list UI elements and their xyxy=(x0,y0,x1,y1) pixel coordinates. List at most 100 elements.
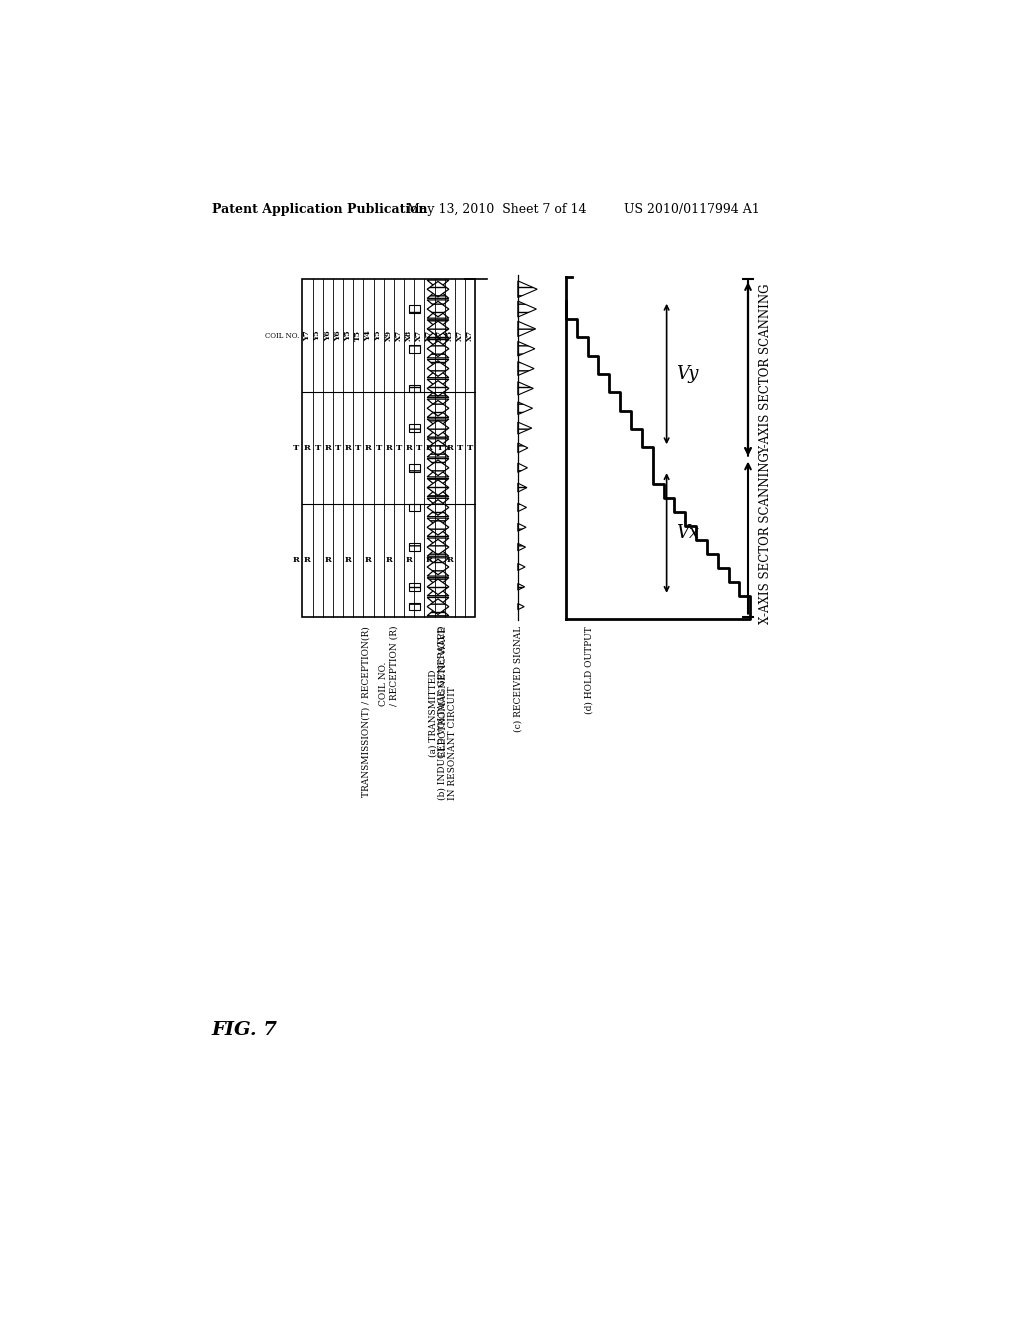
Polygon shape xyxy=(427,289,449,298)
Polygon shape xyxy=(427,359,449,368)
Polygon shape xyxy=(427,281,449,297)
Text: Y6: Y6 xyxy=(324,330,332,341)
Polygon shape xyxy=(427,578,449,587)
Text: COIL NO.
/ RECEPTION (R): COIL NO. / RECEPTION (R) xyxy=(379,626,398,706)
Text: T: T xyxy=(457,444,463,451)
Polygon shape xyxy=(518,463,527,473)
Text: R: R xyxy=(293,556,299,565)
Text: Y5: Y5 xyxy=(313,330,322,341)
Bar xyxy=(410,463,420,471)
Text: T: T xyxy=(355,444,361,451)
Polygon shape xyxy=(518,523,526,531)
Polygon shape xyxy=(427,319,449,329)
Polygon shape xyxy=(427,420,449,436)
Text: Y6: Y6 xyxy=(334,330,342,341)
Bar xyxy=(410,305,420,313)
Polygon shape xyxy=(427,558,449,568)
Polygon shape xyxy=(427,380,449,396)
Text: R: R xyxy=(426,556,433,565)
Polygon shape xyxy=(518,362,535,376)
Text: R: R xyxy=(304,556,311,565)
Polygon shape xyxy=(427,540,449,554)
Text: R: R xyxy=(365,556,372,565)
Polygon shape xyxy=(427,300,449,309)
Polygon shape xyxy=(518,583,524,590)
Polygon shape xyxy=(427,478,449,487)
Polygon shape xyxy=(518,544,525,550)
Polygon shape xyxy=(427,438,449,447)
Polygon shape xyxy=(518,483,527,492)
Text: Y-AXIS SECTOR SCANNING: Y-AXIS SECTOR SCANNING xyxy=(759,284,772,454)
Polygon shape xyxy=(427,368,449,378)
Polygon shape xyxy=(427,458,449,467)
Polygon shape xyxy=(427,309,449,318)
Text: Patent Application Publication: Patent Application Publication xyxy=(212,203,427,216)
Polygon shape xyxy=(427,341,449,356)
Text: May 13, 2010  Sheet 7 of 14: May 13, 2010 Sheet 7 of 14 xyxy=(407,203,587,216)
Text: (c) RECEIVED SIGNAL: (c) RECEIVED SIGNAL xyxy=(513,626,522,733)
Text: (d) HOLD OUTPUT: (d) HOLD OUTPUT xyxy=(585,626,594,714)
Text: X7: X7 xyxy=(456,330,464,341)
Polygon shape xyxy=(518,281,538,297)
Text: T: T xyxy=(293,444,299,451)
Polygon shape xyxy=(427,329,449,338)
Text: COIL NO.: COIL NO. xyxy=(265,331,299,339)
Text: T5: T5 xyxy=(354,330,362,341)
Text: T: T xyxy=(376,444,382,451)
Polygon shape xyxy=(427,400,449,416)
Polygon shape xyxy=(427,280,449,289)
Polygon shape xyxy=(427,607,449,615)
Bar xyxy=(410,583,420,590)
Polygon shape xyxy=(427,301,449,317)
Bar xyxy=(410,384,420,392)
Text: R: R xyxy=(345,444,351,451)
Text: Y7: Y7 xyxy=(303,330,311,341)
Polygon shape xyxy=(427,447,449,457)
Polygon shape xyxy=(427,579,449,594)
Text: R: R xyxy=(385,444,392,451)
Text: R: R xyxy=(304,444,311,451)
Text: X-AXIS SECTOR SCANNING: X-AXIS SECTOR SCANNING xyxy=(759,451,772,623)
Text: R: R xyxy=(446,556,454,565)
Polygon shape xyxy=(427,428,449,437)
Text: T: T xyxy=(335,444,341,451)
Polygon shape xyxy=(518,603,524,610)
Polygon shape xyxy=(427,339,449,348)
Polygon shape xyxy=(427,587,449,595)
Text: Y5: Y5 xyxy=(375,330,383,341)
Text: R: R xyxy=(325,444,331,451)
Polygon shape xyxy=(518,301,537,317)
Polygon shape xyxy=(427,560,449,574)
Polygon shape xyxy=(518,444,528,453)
Polygon shape xyxy=(427,527,449,536)
Polygon shape xyxy=(427,599,449,614)
Text: T: T xyxy=(416,444,423,451)
Polygon shape xyxy=(427,418,449,428)
Polygon shape xyxy=(427,598,449,607)
Bar xyxy=(410,504,420,511)
Text: X7: X7 xyxy=(395,330,403,341)
Bar xyxy=(410,603,420,610)
Bar xyxy=(410,424,420,432)
Text: T: T xyxy=(396,444,402,451)
Bar xyxy=(302,280,475,616)
Bar xyxy=(410,345,420,352)
Polygon shape xyxy=(518,381,534,395)
Polygon shape xyxy=(518,321,536,337)
Text: T: T xyxy=(314,444,321,451)
Text: R: R xyxy=(365,444,372,451)
Text: Y5: Y5 xyxy=(344,330,352,341)
Polygon shape xyxy=(427,500,449,515)
Polygon shape xyxy=(427,379,449,388)
Text: TRANSMISSION(T) / RECEPTION(R): TRANSMISSION(T) / RECEPTION(R) xyxy=(361,626,370,796)
Polygon shape xyxy=(518,564,525,570)
Polygon shape xyxy=(518,422,531,434)
Text: X7: X7 xyxy=(435,330,443,341)
Polygon shape xyxy=(427,539,449,546)
Text: FIG. 7: FIG. 7 xyxy=(212,1020,278,1039)
Text: X8: X8 xyxy=(406,330,413,341)
Text: (a) TRANSMITTED
ELECTROMAGNETIC WAVE: (a) TRANSMITTED ELECTROMAGNETIC WAVE xyxy=(428,626,447,756)
Polygon shape xyxy=(427,519,449,527)
Polygon shape xyxy=(518,342,535,356)
Polygon shape xyxy=(427,520,449,535)
